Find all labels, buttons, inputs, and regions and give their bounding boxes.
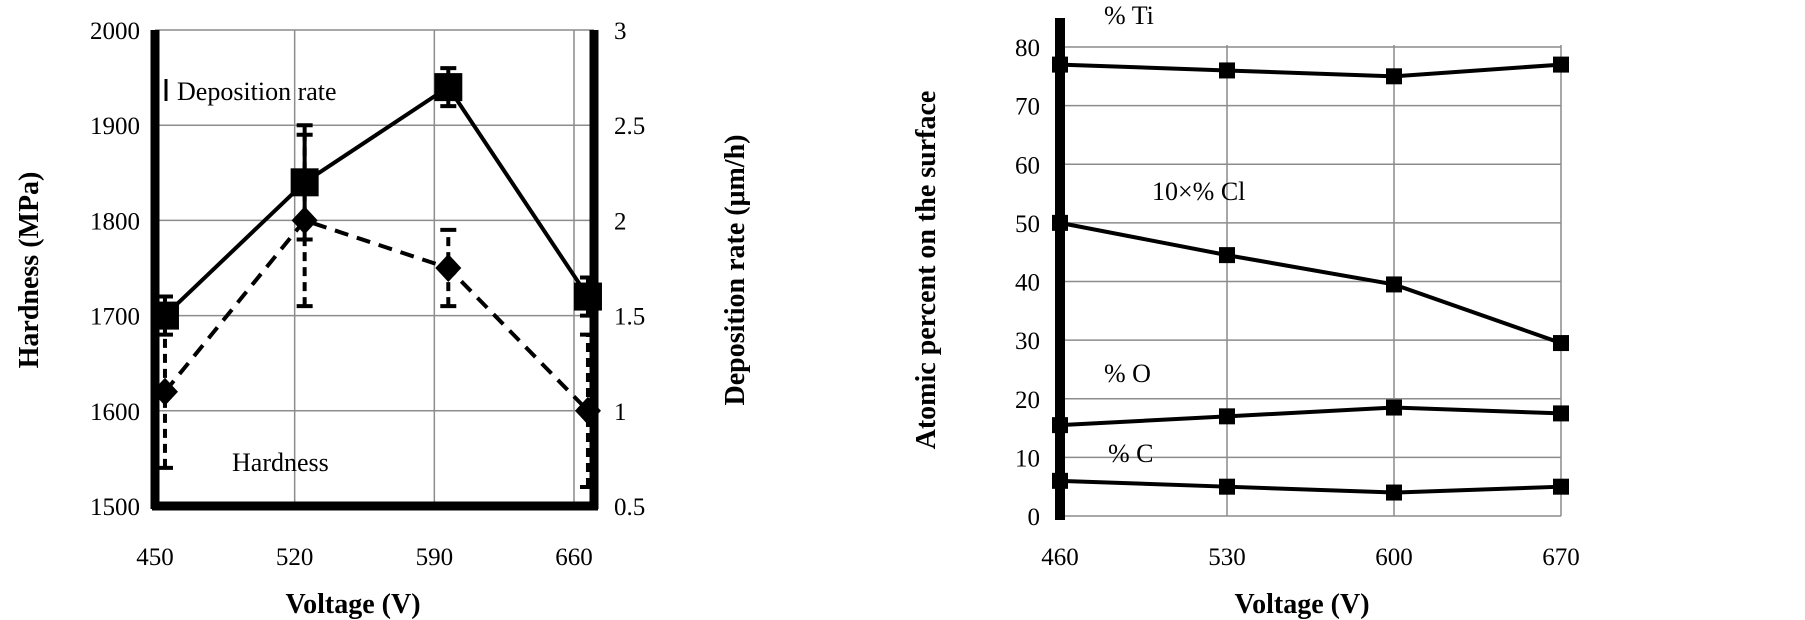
- right-y-tick-labels: 0.5 1 1.5 2 2.5 3: [614, 18, 645, 521]
- right-chart-x-tick-label: 670: [1542, 544, 1580, 571]
- 10-cl-line: [1059, 220, 1562, 345]
- right-y-tick-label: 1.5: [614, 304, 645, 331]
- left-series: [150, 66, 602, 489]
- right-series: [1052, 56, 1569, 501]
- o-point: [1386, 399, 1402, 416]
- 10-cl-point: [1386, 276, 1402, 293]
- hardness-line: [163, 218, 590, 413]
- left-x-axis-label: Voltage (V): [285, 589, 420, 620]
- c-point: [1386, 484, 1402, 501]
- deposition-rate-point: [434, 73, 463, 102]
- hardness-annotation: Hardness: [232, 448, 329, 477]
- right-y-tick-label: 3: [614, 18, 627, 45]
- left-y-tick-label: 1500: [90, 494, 140, 521]
- deposition-rate-annotation: Deposition rate: [177, 77, 337, 106]
- o-point: [1219, 408, 1235, 425]
- right-chart-y-tick-label: 60: [1015, 152, 1040, 179]
- 10-cl-point: [1553, 335, 1569, 352]
- right-y-tick-label: 0.5: [614, 494, 645, 521]
- right-chart-x-axis-label: Voltage (V): [1234, 589, 1369, 620]
- c-point: [1219, 478, 1235, 495]
- right-chart-y-tick-label: 0: [1028, 504, 1041, 531]
- right-chart-y-tick-label: 10: [1015, 445, 1040, 472]
- right-chart-x-tick-label: 460: [1041, 544, 1079, 571]
- right-chart-y-tick-label: 20: [1015, 387, 1040, 414]
- right-chart-x-tick-label: 600: [1375, 544, 1413, 571]
- c-annotation: % C: [1108, 439, 1154, 468]
- deposition-rate-line: [163, 84, 590, 318]
- left-y-tick-label: 1900: [90, 113, 140, 140]
- right-y-axis-label: Deposition rate (μm/h): [720, 135, 751, 406]
- atomic-percent-chart: 0 10 20 30 40 50 60 70 80 460 530 600 670 Voltage (…: [911, 1, 1580, 620]
- cl-annotation: 10×% Cl: [1152, 177, 1245, 206]
- ti-annotation: % Ti: [1104, 1, 1154, 30]
- right-y-tick-label: 2.5: [614, 113, 645, 140]
- 10-cl-point: [1219, 247, 1235, 264]
- right-chart-y-tick-label: 50: [1015, 211, 1040, 238]
- left-x-tick-label: 520: [276, 544, 314, 571]
- right-chart-y-tick-labels: 0 10 20 30 40 50 60 70 80: [1015, 35, 1040, 531]
- ti-point: [1219, 62, 1235, 79]
- o-annotation: % O: [1104, 359, 1151, 388]
- left-x-tick-label: 660: [555, 544, 593, 571]
- left-x-tick-labels: 450 520 590 660: [136, 544, 593, 571]
- right-chart-x-tick-labels: 460 530 600 670: [1041, 544, 1580, 571]
- left-y-tick-labels: 1500 1600 1700 1800 1900 2000: [90, 18, 140, 521]
- hardness-point: [435, 254, 462, 282]
- right-y-tick-label: 1: [614, 399, 627, 426]
- hardness-deposition-chart: 1500 1600 1700 1800 1900 2000 0.5 1 1.5 2 2.5 3 45…: [14, 18, 751, 620]
- c-line: [1059, 478, 1562, 495]
- right-chart-y-tick-label: 70: [1015, 94, 1040, 121]
- c-point: [1553, 478, 1569, 495]
- right-y-tick-label: 2: [614, 208, 627, 235]
- ti-point: [1553, 56, 1569, 73]
- right-chart-y-tick-label: 40: [1015, 270, 1040, 297]
- right-chart-y-tick-label: 80: [1015, 35, 1040, 62]
- right-chart-x-tick-label: 530: [1208, 544, 1246, 571]
- left-y-tick-label: 1700: [90, 304, 140, 331]
- left-y-tick-label: 1800: [90, 208, 140, 235]
- left-y-axis-label: Hardness (MPa): [14, 172, 45, 369]
- right-chart-y-axis-label: Atomic percent on the surface: [911, 91, 942, 450]
- ti-line: [1059, 62, 1562, 79]
- o-line: [1059, 405, 1562, 428]
- hardness-point: [291, 206, 318, 235]
- right-chart-y-tick-label: 30: [1015, 328, 1040, 355]
- o-point: [1553, 405, 1569, 422]
- left-x-tick-label: 450: [136, 544, 174, 571]
- ti-point: [1386, 68, 1402, 85]
- left-y-tick-label: 1600: [90, 399, 140, 426]
- left-x-tick-label: 590: [416, 544, 454, 571]
- left-y-tick-label: 2000: [90, 18, 140, 45]
